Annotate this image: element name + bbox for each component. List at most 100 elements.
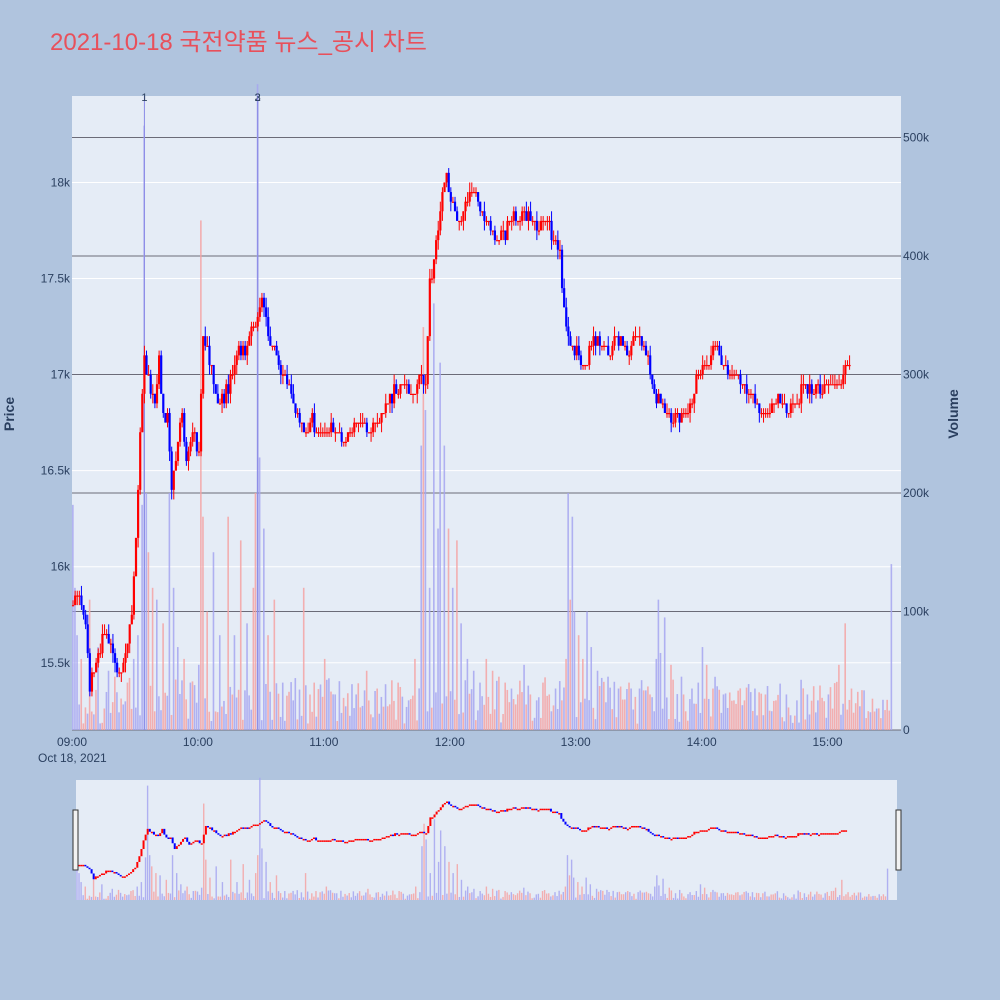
slider-volume-bar xyxy=(94,896,97,900)
slider-candle xyxy=(379,838,382,841)
slider-candle xyxy=(186,837,189,842)
volume-bar xyxy=(554,688,557,730)
candle-body xyxy=(338,432,341,434)
volume-bar xyxy=(506,689,509,730)
volume-bar xyxy=(514,704,517,730)
range-slider[interactable] xyxy=(76,780,897,900)
slider-candle xyxy=(431,817,434,819)
slider-volume-bar xyxy=(458,896,461,900)
volume-bar xyxy=(124,701,127,730)
volume-bar xyxy=(586,611,588,730)
slider-candle xyxy=(132,869,135,873)
candle-body xyxy=(674,413,677,423)
candle-body xyxy=(535,220,538,231)
slider-volume-bar xyxy=(884,896,887,900)
volume-bar xyxy=(846,709,849,730)
volume-bar xyxy=(728,692,731,730)
volume-bar xyxy=(437,528,439,730)
slider-volume-bar xyxy=(608,891,610,900)
volume-bar xyxy=(145,492,148,730)
slider-volume-bar xyxy=(306,891,309,900)
slider-volume-bar xyxy=(404,898,407,900)
time-tick-label: 12:00 xyxy=(435,735,465,749)
candle-body xyxy=(504,230,507,241)
slider-volume-bar xyxy=(803,893,806,900)
slider-volume-bar xyxy=(165,879,168,900)
volume-bar xyxy=(103,708,106,730)
volume-bar xyxy=(705,664,708,730)
slider-candle xyxy=(231,831,234,835)
candle-body xyxy=(342,441,345,444)
slider-candle xyxy=(564,821,567,825)
volume-bar xyxy=(422,327,425,730)
volume-bar xyxy=(447,528,450,730)
volume-bar xyxy=(441,703,444,730)
candle-body xyxy=(132,576,136,615)
volume-bar xyxy=(328,678,330,730)
volume-bar xyxy=(701,647,704,730)
volume-bar xyxy=(451,587,454,730)
candle-body xyxy=(466,201,469,203)
slider-volume-bar xyxy=(169,893,172,900)
volume-bar xyxy=(590,647,593,730)
candle-body xyxy=(747,393,750,395)
candle-body xyxy=(638,336,641,338)
slider-volume-bar xyxy=(832,890,835,900)
slider-volume-bar xyxy=(140,882,143,900)
volume-bar xyxy=(164,692,166,730)
slider-volume-bar xyxy=(641,892,643,900)
volume-bar xyxy=(470,689,473,730)
volume-bar xyxy=(527,685,530,730)
volume-bar xyxy=(197,664,200,730)
slider-candle xyxy=(695,831,698,834)
volume-bar xyxy=(659,652,662,730)
slider-candle xyxy=(556,811,559,814)
slider-volume-bar xyxy=(130,891,132,900)
slider-candle xyxy=(321,840,324,842)
volume-bar xyxy=(273,599,276,730)
time-tick-label: 10:00 xyxy=(183,735,213,749)
slider-candle xyxy=(678,837,681,839)
slider-candle xyxy=(522,807,525,809)
slider-volume-bar xyxy=(554,892,556,900)
volume-bar xyxy=(582,658,584,730)
slider-volume-bar xyxy=(86,898,89,900)
range-slider-left-handle[interactable] xyxy=(72,809,79,871)
volume-bar xyxy=(111,702,114,730)
slider-candle xyxy=(352,840,355,842)
volume-bar xyxy=(756,715,758,730)
candle-body xyxy=(273,345,276,347)
candle-body xyxy=(369,432,373,434)
candle-body xyxy=(829,384,832,386)
slider-candle xyxy=(834,833,837,835)
slider-volume-bar xyxy=(656,875,658,900)
candle-body xyxy=(393,384,396,404)
slider-candle xyxy=(416,833,419,835)
slider-candle xyxy=(100,873,103,875)
slider-candle xyxy=(537,810,540,812)
candle-body xyxy=(269,336,272,346)
slider-volume-bar xyxy=(121,896,124,900)
slider-volume-bar xyxy=(115,894,118,900)
volume-bar xyxy=(596,670,599,730)
candle-body xyxy=(705,364,708,367)
volume-bar xyxy=(636,723,639,730)
slider-candle xyxy=(676,837,679,839)
range-slider-right-handle[interactable] xyxy=(895,809,902,871)
candle-body xyxy=(309,422,312,433)
slider-candle xyxy=(177,844,180,847)
candle-body xyxy=(118,672,121,674)
volume-tick-label: 500k xyxy=(903,130,930,144)
slider-volume-bar xyxy=(870,896,872,900)
candle-body xyxy=(181,413,184,423)
slider-candle xyxy=(753,836,756,838)
slider-candle xyxy=(597,825,600,828)
volume-bar xyxy=(752,710,754,730)
slider-volume-bar xyxy=(113,896,116,900)
main-plot-area[interactable] xyxy=(72,96,901,730)
slider-candle xyxy=(487,808,490,811)
slider-candle xyxy=(342,840,345,842)
volume-bar xyxy=(508,702,511,730)
time-tick-label: 11:00 xyxy=(309,735,338,749)
slider-candle xyxy=(504,810,507,812)
